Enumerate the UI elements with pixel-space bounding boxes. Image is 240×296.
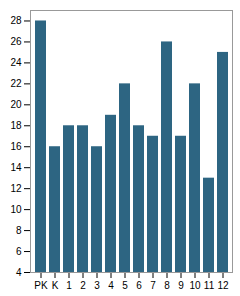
svg-text:6: 6 (16, 246, 22, 257)
svg-text:7: 7 (150, 280, 156, 291)
svg-text:10: 10 (189, 280, 201, 291)
svg-text:16: 16 (10, 141, 22, 152)
svg-text:6: 6 (136, 280, 142, 291)
svg-text:12: 12 (217, 280, 229, 291)
svg-text:26: 26 (10, 36, 22, 47)
svg-text:2: 2 (80, 280, 86, 291)
svg-text:1: 1 (66, 280, 72, 291)
svg-text:14: 14 (10, 162, 22, 173)
svg-text:4: 4 (16, 267, 22, 278)
svg-text:4: 4 (108, 280, 114, 291)
svg-text:PK: PK (34, 280, 48, 291)
svg-text:18: 18 (10, 120, 22, 131)
svg-text:K: K (52, 280, 59, 291)
svg-text:10: 10 (10, 204, 22, 215)
svg-text:8: 8 (16, 225, 22, 236)
svg-text:9: 9 (178, 280, 184, 291)
svg-text:12: 12 (10, 183, 22, 194)
svg-text:3: 3 (94, 280, 100, 291)
svg-text:20: 20 (10, 99, 22, 110)
svg-text:28: 28 (10, 15, 22, 26)
svg-text:5: 5 (122, 280, 128, 291)
svg-text:22: 22 (10, 78, 22, 89)
svg-text:11: 11 (204, 280, 215, 291)
svg-text:8: 8 (164, 280, 170, 291)
svg-text:24: 24 (10, 57, 22, 68)
